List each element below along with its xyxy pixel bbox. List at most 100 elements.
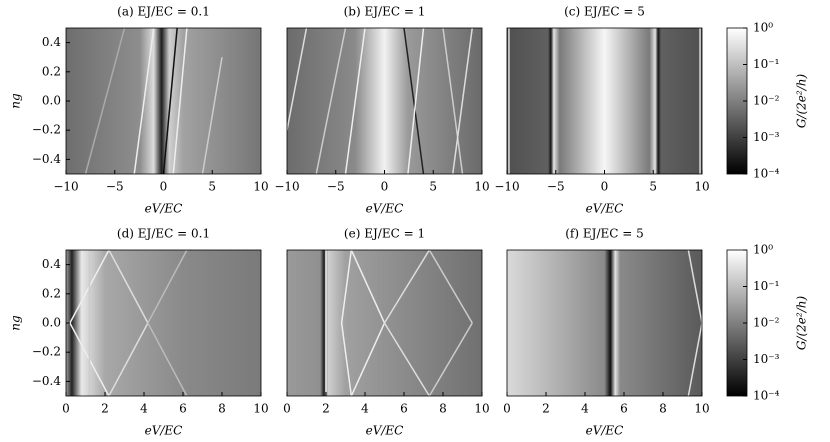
x-tick-label: 5 [649, 180, 657, 194]
resonance-line [147, 249, 188, 324]
resonance-line [340, 249, 353, 324]
y-tick-label: 0.2 [42, 286, 61, 300]
resonance-line [340, 322, 353, 397]
colorbar-tick-label: 10⁰ [753, 243, 773, 257]
x-tick-label: 4 [581, 402, 589, 416]
panel-title: (d) EJ/EC = 0.1 [117, 227, 210, 241]
heatmap-image [287, 28, 482, 174]
x-tick-label: 2 [322, 402, 330, 416]
x-tick-label: 8 [439, 402, 447, 416]
panel-title: (a) EJ/EC = 0.1 [117, 5, 210, 19]
colorbar-tick-label: 10⁻¹ [753, 279, 779, 293]
x-tick-label: 0 [160, 180, 168, 194]
x-tick-label: 0 [381, 180, 389, 194]
resonance-line [201, 57, 223, 175]
y-tick-label: 0.0 [42, 316, 61, 330]
panel-title: (c) EJ/EC = 5 [564, 5, 645, 19]
panel-title: (f) EJ/EC = 5 [565, 227, 644, 241]
resonance-line [133, 27, 155, 175]
colorbar-tick-label: 10⁰ [753, 21, 773, 35]
x-tick-label: 8 [659, 402, 667, 416]
y-axis-label: ng [9, 93, 23, 109]
x-axis-label: eV/EC [366, 202, 404, 216]
x-tick-label: 10 [694, 180, 709, 194]
x-tick-label: −10 [494, 180, 519, 194]
heatmap-image [507, 28, 702, 174]
x-tick-label: −5 [106, 180, 124, 194]
resonance-line [428, 322, 473, 397]
heatmap-image [507, 250, 702, 396]
colorbar-tick-label: 10⁻¹ [753, 57, 779, 71]
colorbar-tick-label: 10⁻³ [753, 130, 780, 144]
y-tick-label: −0.2 [32, 123, 61, 137]
resonance-line [286, 27, 308, 131]
y-tick-label: −0.4 [32, 152, 62, 166]
x-tick-label: 10 [474, 402, 489, 416]
resonance-line [428, 249, 473, 324]
x-tick-label: 6 [400, 402, 408, 416]
resonance-line [383, 322, 430, 397]
x-tick-label: 6 [179, 402, 187, 416]
x-tick-label: 0 [601, 180, 609, 194]
resonance-line [108, 249, 149, 324]
x-tick-label: 10 [474, 180, 489, 194]
colorbar-tick-label: 10⁻² [753, 316, 780, 330]
x-tick-label: −10 [274, 180, 299, 194]
resonance-line [344, 27, 366, 175]
x-tick-label: 10 [253, 180, 268, 194]
x-tick-label: 5 [429, 180, 437, 194]
x-tick-label: 4 [140, 402, 148, 416]
resonance-line [442, 27, 464, 175]
resonance-line [84, 27, 126, 175]
plot-frame [506, 249, 703, 397]
colorbar-tick-label: 10⁻³ [753, 352, 780, 366]
x-axis-label: eV/EC [145, 424, 183, 438]
resonance-line [315, 27, 347, 175]
resonance-line [383, 249, 430, 324]
plot-frame [286, 249, 483, 397]
colorbar-label: G/(2e²/h) [795, 296, 809, 351]
resonance-line [407, 27, 425, 175]
resonance-line [172, 27, 188, 175]
y-tick-label: 0.4 [42, 35, 61, 49]
x-tick-label: −10 [53, 180, 78, 194]
resonance-line [687, 249, 703, 324]
panel-title: (e) EJ/EC = 1 [344, 227, 425, 241]
y-tick-label: 0.0 [42, 94, 61, 108]
heatmap-image [66, 250, 261, 396]
y-axis-label: ng [9, 315, 23, 331]
x-axis-label: eV/EC [586, 424, 624, 438]
resonance-line [108, 322, 149, 397]
x-tick-label: 8 [218, 402, 226, 416]
x-tick-label: 2 [542, 402, 550, 416]
x-tick-label: 0 [62, 402, 70, 416]
x-axis-label: eV/EC [145, 202, 183, 216]
resonance-line [403, 27, 425, 175]
resonance-line [147, 322, 188, 397]
x-axis-label: eV/EC [366, 424, 404, 438]
x-tick-label: 2 [101, 402, 109, 416]
y-tick-label: 0.2 [42, 64, 61, 78]
colorbar-tick-label: 10⁻² [753, 94, 780, 108]
colorbar-tick-label: 10⁻⁴ [753, 389, 780, 403]
colorbar-tick-label: 10⁻⁴ [753, 167, 780, 181]
x-tick-label: 0 [283, 402, 291, 416]
resonance-line [162, 27, 178, 175]
heatmap-image [66, 28, 261, 174]
resonance-line [452, 27, 473, 175]
x-tick-label: 6 [620, 402, 628, 416]
x-tick-label: 4 [361, 402, 369, 416]
y-tick-label: −0.2 [32, 345, 61, 359]
y-tick-label: −0.4 [32, 374, 62, 388]
x-tick-label: 5 [208, 180, 216, 194]
x-tick-label: 10 [694, 402, 709, 416]
resonance-line [687, 322, 703, 397]
x-tick-label: 10 [253, 402, 268, 416]
x-tick-label: 0 [503, 402, 511, 416]
y-tick-label: 0.4 [42, 257, 61, 271]
resonance-line [350, 249, 386, 324]
x-axis-label: eV/EC [586, 202, 624, 216]
colorbar-label: G/(2e²/h) [795, 74, 809, 129]
